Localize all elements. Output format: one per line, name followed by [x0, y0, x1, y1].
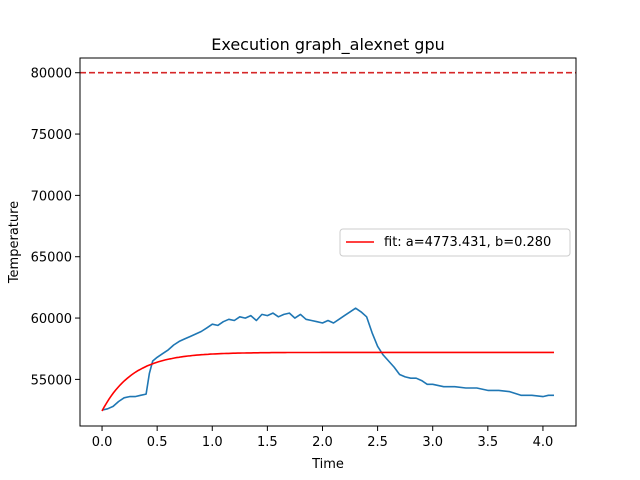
- x-tick-label: 0.5: [147, 435, 168, 450]
- y-tick-label: 70000: [31, 189, 72, 204]
- x-tick-label: 3.5: [477, 435, 498, 450]
- x-tick-label: 4.0: [533, 435, 554, 450]
- x-axis: 0.0 0.5 1.0 1.5 2.0 2.5 3.0 3.5 4.0: [92, 426, 554, 450]
- x-axis-label: Time: [311, 457, 344, 472]
- y-tick-label: 65000: [31, 251, 72, 266]
- x-tick-label: 2.0: [312, 435, 333, 450]
- y-tick-label: 55000: [31, 373, 72, 388]
- y-tick-label: 80000: [31, 67, 72, 82]
- x-tick-label: 1.5: [257, 435, 278, 450]
- plot-area: 0.0 0.5 1.0 1.5 2.0 2.5 3.0 3.5 4.0 55000 60000 65…: [31, 57, 577, 450]
- legend-label-fit: fit: a=4773.431, b=0.280: [384, 235, 551, 250]
- x-tick-label: 2.5: [367, 435, 388, 450]
- y-axis: 55000 60000 65000 70000 75000 80000: [31, 67, 80, 388]
- y-axis-label: Temperature: [7, 201, 22, 284]
- y-tick-label: 75000: [31, 128, 72, 143]
- x-tick-label: 1.0: [202, 435, 223, 450]
- x-tick-label: 0.0: [92, 435, 113, 450]
- chart-title: Execution graph_alexnet gpu: [211, 35, 445, 55]
- y-tick-label: 60000: [31, 312, 72, 327]
- x-tick-label: 3.0: [422, 435, 443, 450]
- legend-box: [339, 228, 571, 257]
- axes-frame: [79, 57, 577, 427]
- series-layer: [80, 71, 576, 412]
- legend: fit: a=4773.431, b=0.280: [339, 228, 571, 257]
- series-line-fit: [101, 351, 554, 412]
- series-line-measured: [101, 307, 554, 411]
